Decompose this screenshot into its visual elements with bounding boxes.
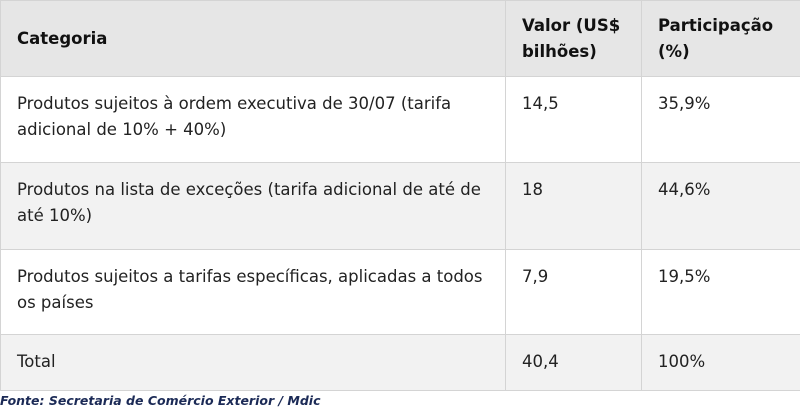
table-cell: Produtos na lista de exceções (tarifa ad…: [0, 162, 506, 250]
source-note: Fonte: Secretaria de Comércio Exterior /…: [0, 393, 321, 408]
table-row: Produtos sujeitos à ordem executiva de 3…: [0, 76, 800, 163]
table-cell: Produtos sujeitos à ordem executiva de 3…: [0, 76, 506, 163]
table-row: Produtos na lista de exceções (tarifa ad…: [0, 162, 800, 250]
table-cell: 35,9%: [641, 76, 800, 163]
table-cell: 7,9: [505, 249, 642, 335]
table-row: Total 40,4 100%: [0, 334, 800, 391]
table-cell: 18: [505, 162, 642, 250]
header-cell: Valor (US$ bilhões): [505, 0, 642, 77]
header-cell: Categoria: [0, 0, 506, 77]
table-cell: Total: [0, 334, 506, 391]
table-cell: 14,5: [505, 76, 642, 163]
header-row: Categoria Valor (US$ bilhões) Participação…: [0, 0, 800, 77]
table-row: Produtos sujeitos a tarifas específicas,…: [0, 249, 800, 335]
header-cell: Participação (%): [641, 0, 800, 77]
table-cell: 40,4: [505, 334, 642, 391]
table-body: Produtos sujeitos à ordem executiva de 3…: [0, 76, 800, 391]
data-table: Categoria Valor (US$ bilhões) Participação…: [0, 0, 800, 391]
table-cell: 44,6%: [641, 162, 800, 250]
table-cell: 19,5%: [641, 249, 800, 335]
table-cell: Produtos sujeitos a tarifas específicas,…: [0, 249, 506, 335]
table-cell: 100%: [641, 334, 800, 391]
